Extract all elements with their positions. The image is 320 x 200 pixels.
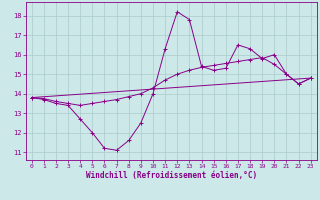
X-axis label: Windchill (Refroidissement éolien,°C): Windchill (Refroidissement éolien,°C): [86, 171, 257, 180]
